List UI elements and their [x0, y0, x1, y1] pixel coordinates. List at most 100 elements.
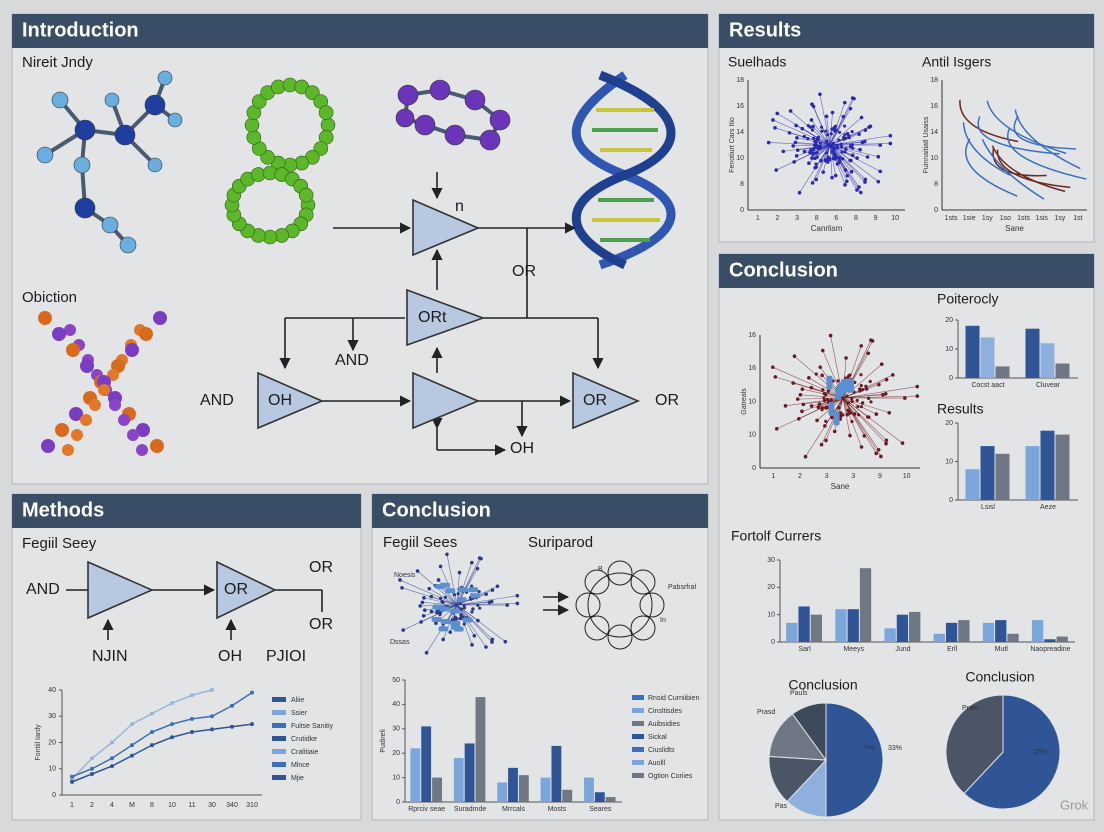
panel-results: Results — [718, 13, 1095, 243]
y-tick-label: 40 — [48, 687, 56, 694]
label: NJIN — [92, 648, 128, 665]
dot — [438, 612, 442, 617]
atom — [114, 124, 136, 146]
dot — [862, 139, 867, 144]
atom — [41, 439, 55, 453]
y-tick-label: 10 — [945, 346, 953, 353]
atom — [118, 414, 130, 426]
dot — [802, 149, 807, 154]
label: AND — [26, 581, 60, 598]
x-tick-label: Mrrcals — [502, 806, 525, 813]
y-tick-label: 16 — [930, 103, 938, 110]
dot — [398, 578, 402, 582]
x-tick-label: 9 — [878, 473, 882, 480]
atom — [71, 429, 83, 441]
dot — [884, 438, 889, 443]
spoke — [829, 141, 865, 146]
spoke — [842, 374, 893, 399]
label: OH — [218, 648, 242, 665]
dot — [781, 149, 786, 154]
bar — [1055, 434, 1070, 500]
ribbon — [1014, 109, 1081, 170]
dot — [459, 613, 463, 617]
pie-title: Conclusion — [965, 669, 1034, 685]
atom — [429, 79, 451, 101]
dot — [850, 129, 854, 134]
y-tick-label: 0 — [949, 375, 953, 382]
dot — [818, 92, 822, 97]
y-tick-label: 20 — [48, 739, 56, 746]
x-tick-label: 1sis — [1035, 215, 1048, 222]
dot — [883, 391, 888, 396]
bar — [540, 777, 551, 802]
dot — [490, 640, 494, 644]
bar — [605, 797, 616, 802]
atom — [150, 439, 164, 453]
dot — [868, 379, 872, 384]
dot — [843, 183, 847, 187]
dot — [441, 637, 446, 642]
axis-label: Fenotiurt Cars Itio — [729, 117, 736, 173]
spoke — [842, 386, 918, 399]
bar — [584, 777, 594, 802]
dot — [775, 111, 780, 116]
dot — [832, 153, 836, 157]
x-tick-label: 8 — [150, 802, 154, 809]
bar — [965, 469, 980, 500]
dot — [876, 179, 881, 184]
legend-label: Fuitse Sanitiy — [291, 723, 334, 730]
dot — [850, 397, 854, 401]
dot — [859, 383, 863, 388]
bar — [982, 622, 995, 642]
bar — [810, 614, 823, 642]
dot — [771, 365, 775, 369]
x-tick-label: 1 — [70, 802, 74, 809]
legend-label: Sickal — [648, 734, 667, 741]
bar — [995, 620, 1007, 642]
bar — [965, 325, 980, 378]
pie-label: Pram — [962, 705, 979, 712]
x-tick-label: 340 — [226, 802, 238, 809]
legend-swatch — [632, 721, 644, 726]
dot — [857, 132, 861, 136]
dot — [515, 593, 520, 598]
chart-title: Fortolf Currers — [731, 528, 821, 544]
dot — [828, 158, 832, 162]
dot — [515, 601, 520, 606]
bar — [995, 453, 1010, 500]
spoke — [795, 125, 831, 146]
dot — [792, 354, 797, 359]
atom — [55, 423, 69, 437]
spoke — [456, 604, 506, 642]
methods-diagram — [66, 560, 323, 640]
spoke — [821, 397, 844, 445]
y-tick-label: 8 — [740, 181, 744, 188]
legend-swatch — [272, 775, 286, 780]
dot — [822, 398, 827, 403]
dot — [819, 125, 824, 129]
x-tick-label: Naopreadine — [1030, 646, 1070, 653]
dot — [809, 118, 814, 122]
bar — [896, 614, 909, 642]
bar — [980, 446, 995, 500]
atom — [69, 407, 83, 421]
legend-swatch — [632, 760, 644, 765]
dot — [814, 165, 818, 169]
spoke — [429, 588, 458, 606]
dot — [800, 387, 805, 392]
blob — [457, 587, 468, 593]
legend-label: Aliie — [291, 697, 304, 704]
atom — [153, 311, 167, 325]
dot — [841, 136, 846, 140]
dot — [503, 639, 508, 644]
dot — [459, 607, 464, 611]
blob — [835, 385, 842, 400]
dot — [811, 124, 815, 129]
dot — [456, 592, 460, 596]
bar — [933, 633, 945, 642]
atom — [298, 187, 314, 203]
ribbon — [1007, 128, 1087, 180]
dot — [841, 413, 845, 417]
dot — [858, 147, 862, 152]
atom — [51, 91, 69, 109]
